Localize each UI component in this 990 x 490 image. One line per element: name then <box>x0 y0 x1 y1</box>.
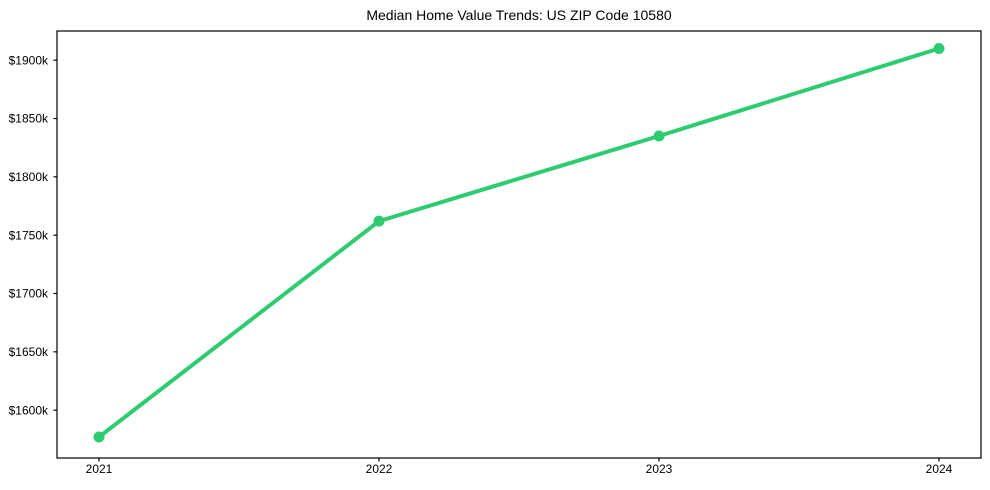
data-point-2024 <box>933 43 945 54</box>
data-point-2022 <box>373 215 385 227</box>
data-point-2021 <box>93 431 105 443</box>
y-tick-label: $1750k <box>9 228 49 242</box>
data-point-2023 <box>653 130 665 142</box>
y-tick-label: $1800k <box>9 170 49 184</box>
x-tick-label: 2023 <box>646 462 673 476</box>
y-tick-label: $1850k <box>9 112 49 126</box>
y-tick-label: $1900k <box>9 53 49 67</box>
x-tick-label: 2022 <box>366 462 393 476</box>
x-tick-label: 2021 <box>86 462 113 476</box>
chart-title: Median Home Value Trends: US ZIP Code 10… <box>366 7 672 23</box>
y-tick-label: $1700k <box>9 287 49 301</box>
y-tick-label: $1650k <box>9 345 49 359</box>
y-tick-label: $1600k <box>9 403 49 417</box>
x-tick-label: 2024 <box>926 462 953 476</box>
plot-border <box>56 30 982 459</box>
trend-line <box>97 46 941 439</box>
